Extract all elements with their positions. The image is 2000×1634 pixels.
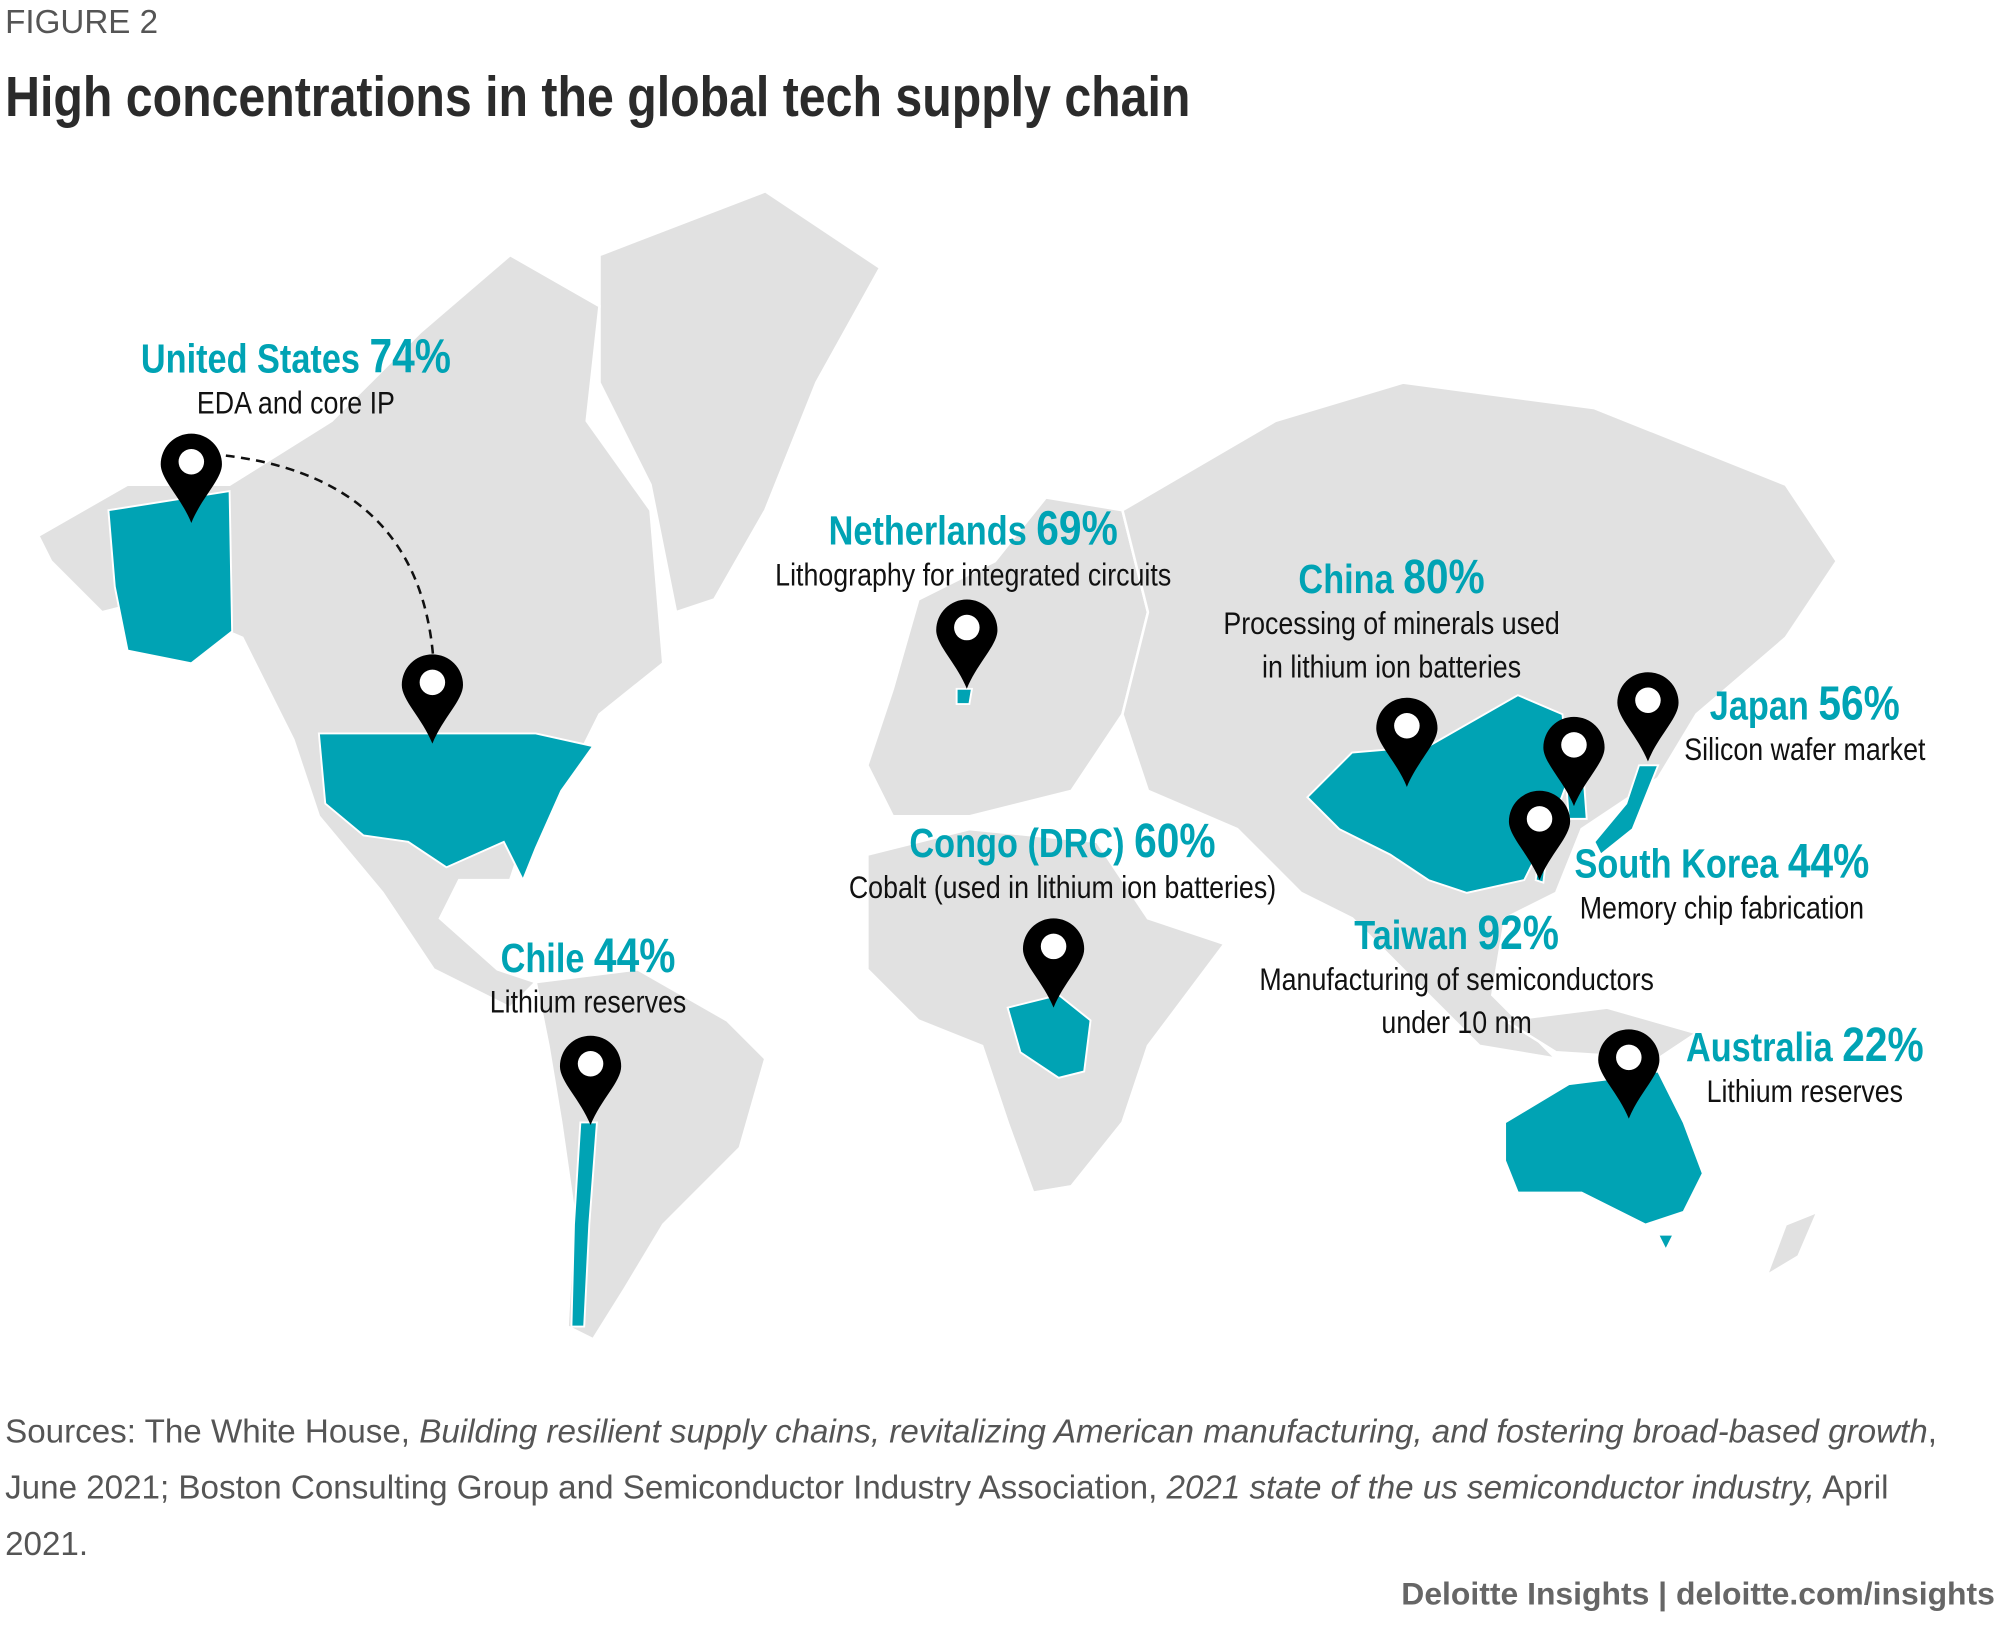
callout-heading: Congo (DRC) 60% [849,818,1276,867]
map-pin-dot [178,448,205,475]
map-pin-dot [577,1051,604,1077]
country-name: United States [140,335,360,382]
country-name: South Korea [1574,840,1779,887]
chile-highlight [570,1121,598,1328]
map-pin-icon [936,599,998,689]
callout-heading: Japan 56% [1684,680,1925,729]
callout-united-states: United States 74% EDA and core IP [140,333,451,425]
callout-heading: Netherlands 69% [775,505,1171,554]
map-pin-icon [401,654,464,744]
map-pin-icon [1598,1029,1660,1119]
map-pin-icon [160,433,222,523]
alaska-highlight [107,489,234,665]
south-america [534,968,767,1341]
callout-chile: Chile 44% Lithium reserves [489,932,687,1025]
callout-congo-drc: Congo (DRC) 60% Cobalt (used in lithium i… [848,818,1277,910]
callout-heading: Taiwan 92% [1259,909,1654,958]
tasmania-highlight [1656,1233,1676,1253]
callout-description: EDA and core IP [196,385,395,421]
japan-highlight [1593,764,1660,857]
share-percent: 80% [1403,551,1485,605]
sources-text: April 2021. [5,1468,1889,1563]
callout-heading: Australia 22% [1685,1022,1924,1071]
share-percent: 44% [1787,835,1870,890]
callout-description: Silicon wafer market [1684,732,1926,768]
map-pin-icon [559,1035,622,1125]
country-name: Australia [1685,1024,1833,1071]
callout-description: Manufacturing of semiconductors [1259,961,1654,998]
figure-title: High concentrations in the global tech s… [5,66,1191,129]
share-percent: 44% [593,929,676,984]
map-pin-dot [1040,933,1067,960]
callout-description: under 10 nm [1381,1005,1532,1041]
country-name: Japan [1709,682,1809,729]
netherlands-highlight [955,687,974,706]
callout-australia: Australia 22% Lithium reserves [1685,1022,1924,1114]
map-pin-dot [1561,732,1587,758]
share-percent: 60% [1134,815,1216,869]
callout-heading: South Korea 44% [1574,838,1870,887]
new-zealand [1764,1209,1820,1279]
map-pin-icon [1617,672,1679,762]
callout-south-korea: South Korea 44% Memory chip fabrication [1574,838,1870,930]
callout-china: China 80% Processing of minerals used in l… [1223,554,1560,689]
callout-description: Lithium reserves [489,984,687,1021]
country-name: Congo (DRC) [909,820,1125,867]
share-percent: 69% [1036,502,1118,557]
australia-highlight [1504,1070,1704,1226]
map-pin-dot [1635,687,1661,714]
callout-description: Memory chip fabrication [1579,890,1865,927]
callout-description: Cobalt (used in lithium ion batteries) [848,869,1277,906]
sources-title-2: 2021 state of the us semiconductor indus… [1166,1468,1815,1507]
us-connector-dashed-line [210,452,435,664]
united-states-highlight [317,732,595,883]
callout-description: Processing of minerals used [1223,605,1560,642]
callout-heading: United States 74% [140,333,451,382]
share-percent: 74% [369,330,451,384]
callout-taiwan: Taiwan 92% Manufacturing of semiconductor… [1259,909,1654,1045]
sources-note: Sources: The White House, Building resil… [5,1403,1969,1571]
figure-label: FIGURE 2 [5,2,159,41]
share-percent: 92% [1477,906,1559,961]
share-percent: 56% [1818,677,1900,731]
map-pin-dot [954,614,980,641]
map-pin-icon [1543,716,1605,807]
map-pin-dot [419,669,446,696]
country-name: Netherlands [828,507,1027,554]
greenland [598,189,882,614]
map-pin-icon [1508,790,1571,881]
country-name: China [1298,556,1394,603]
country-name: Taiwan [1354,911,1468,958]
sources-title-1: Building resilient supply chains, revita… [419,1411,1928,1451]
callout-heading: Chile 44% [490,932,687,981]
map-pin-icon [1022,918,1085,1008]
callout-description: Lithography for integrated circuits [775,557,1172,594]
callout-description: Lithium reserves [1706,1073,1904,1110]
callout-netherlands: Netherlands 69% Lithography for integrate… [775,505,1172,597]
map-pin-dot [1394,713,1420,739]
map-pin-icon [1376,697,1438,787]
sources-text: , June 2021; Boston Consulting Group and… [5,1411,1937,1507]
share-percent: 22% [1842,1019,1924,1073]
credit-line: Deloitte Insights | deloitte.com/insight… [1401,1576,1995,1613]
callout-heading: China 80% [1223,554,1559,603]
callout-japan: Japan 56% Silicon wafer market [1684,680,1926,772]
map-pin-dot [1616,1044,1642,1071]
country-name: Chile [500,934,585,981]
map-pin-dot [1526,806,1553,832]
callout-description: in lithium ion batteries [1262,649,1522,685]
sources-text: Sources: The White House, [5,1411,420,1451]
